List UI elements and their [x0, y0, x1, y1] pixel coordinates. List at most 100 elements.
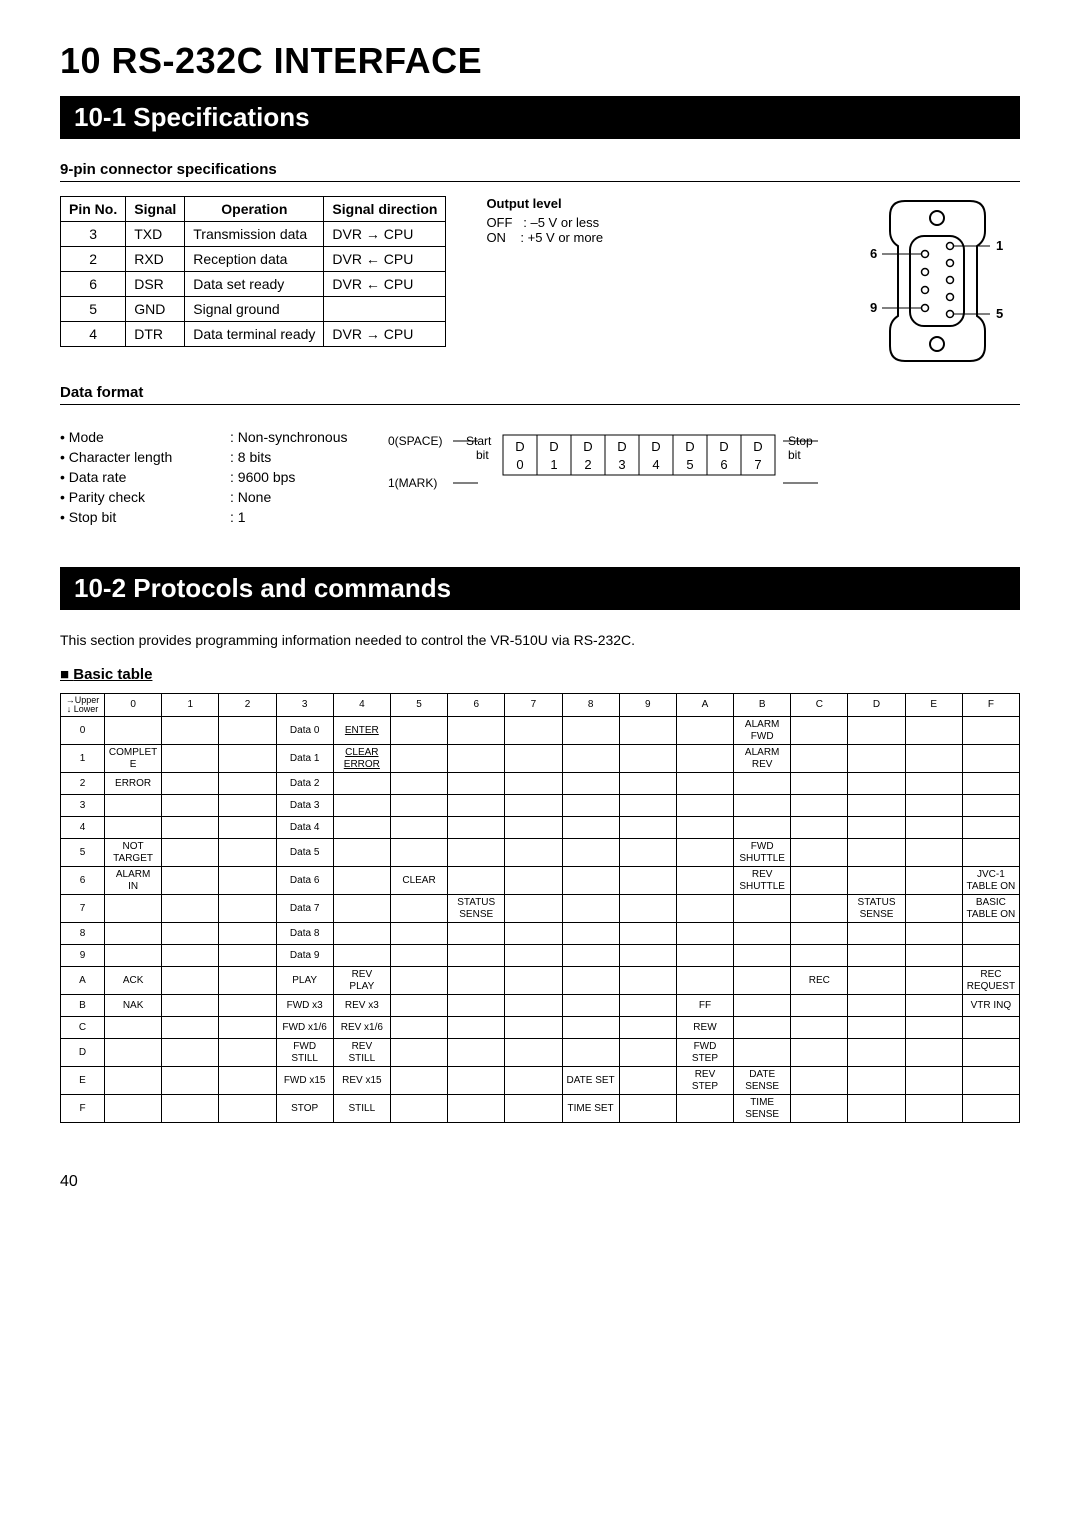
basic-cell [448, 1039, 505, 1067]
basic-col-header: 9 [619, 694, 676, 717]
basic-table-row: 2ERRORData 2 [61, 773, 1020, 795]
basic-cell [962, 1017, 1019, 1039]
page-number: 40 [60, 1173, 1020, 1191]
basic-cell [333, 795, 390, 817]
basic-row-header: E [61, 1067, 105, 1095]
section-2-description: This section provides programming inform… [60, 632, 1020, 648]
basic-cell [162, 867, 219, 895]
data-format-list: • ModeNon-synchronous• Character length8… [60, 427, 348, 527]
svg-text:D: D [753, 439, 762, 454]
basic-cell [105, 1095, 162, 1123]
basic-cell [905, 1039, 962, 1067]
connector-diagram: 1 5 6 9 [840, 196, 1020, 366]
basic-cell [905, 795, 962, 817]
basic-cell [219, 817, 276, 839]
basic-table-row: 1COMPLETEData 1CLEARERRORALARMREV [61, 745, 1020, 773]
basic-cell [962, 795, 1019, 817]
basic-row-header: F [61, 1095, 105, 1123]
pin-table: Pin No.SignalOperationSignal direction 3… [60, 196, 446, 347]
basic-cell: ENTER [333, 717, 390, 745]
basic-cell [962, 1095, 1019, 1123]
basic-cell [962, 717, 1019, 745]
basic-cell: Data 0 [276, 717, 333, 745]
basic-cell [562, 773, 619, 795]
basic-row-header: B [61, 995, 105, 1017]
basic-cell [905, 945, 962, 967]
basic-col-header: 8 [562, 694, 619, 717]
basic-table-row: CFWD x1/6REV x1/6REW [61, 1017, 1020, 1039]
svg-text:5: 5 [686, 457, 693, 472]
basic-cell: Data 8 [276, 923, 333, 945]
data-format-heading: Data format [60, 384, 1020, 405]
basic-cell [619, 773, 676, 795]
basic-cell [219, 945, 276, 967]
basic-cell [619, 839, 676, 867]
basic-cell: NOTTARGET [105, 839, 162, 867]
basic-cell [448, 773, 505, 795]
basic-cell [848, 1095, 905, 1123]
basic-cell [962, 773, 1019, 795]
basic-cell [219, 795, 276, 817]
svg-text:Start: Start [466, 434, 492, 448]
basic-cell [448, 923, 505, 945]
basic-cell [390, 1067, 447, 1095]
basic-col-header: 3 [276, 694, 333, 717]
basic-cell [791, 867, 848, 895]
basic-cell [791, 1039, 848, 1067]
pin-table-row: 2RXDReception dataDVR ← CPU [61, 247, 446, 272]
basic-cell: BASICTABLE ON [962, 895, 1019, 923]
basic-cell [962, 745, 1019, 773]
basic-cell: VTR INQ [962, 995, 1019, 1017]
basic-table: →Upper↓ Lower0123456789ABCDEF 0Data 0ENT… [60, 693, 1020, 1123]
basic-row-header: A [61, 967, 105, 995]
basic-cell [219, 895, 276, 923]
basic-row-header: 4 [61, 817, 105, 839]
basic-cell: FWDSHUTTLE [734, 839, 791, 867]
basic-cell: CLEARERROR [333, 745, 390, 773]
basic-cell: FWD x1/6 [276, 1017, 333, 1039]
basic-cell [562, 923, 619, 945]
pin-connector-heading: 9-pin connector specifications [60, 161, 1020, 182]
basic-cell [448, 745, 505, 773]
basic-cell [905, 1095, 962, 1123]
basic-cell [219, 717, 276, 745]
basic-table-heading: Basic table [60, 666, 1020, 683]
basic-cell [848, 945, 905, 967]
basic-cell [791, 1067, 848, 1095]
basic-cell [219, 967, 276, 995]
basic-cell [219, 995, 276, 1017]
basic-cell [333, 945, 390, 967]
basic-cell [734, 967, 791, 995]
basic-cell [162, 923, 219, 945]
basic-cell [905, 1017, 962, 1039]
basic-cell: ALARMREV [734, 745, 791, 773]
basic-cell [962, 817, 1019, 839]
basic-table-row: 4Data 4 [61, 817, 1020, 839]
basic-cell [905, 773, 962, 795]
output-level-block: Output level OFF : –5 V or less ON : +5 … [486, 196, 603, 245]
basic-cell [162, 795, 219, 817]
basic-cell [219, 839, 276, 867]
basic-cell [105, 1017, 162, 1039]
basic-cell [791, 817, 848, 839]
basic-cell [905, 745, 962, 773]
basic-cell [848, 795, 905, 817]
basic-cell [562, 795, 619, 817]
basic-cell [791, 745, 848, 773]
basic-cell [162, 1017, 219, 1039]
basic-table-row: BNAKFWD x3REV x3FFVTR INQ [61, 995, 1020, 1017]
pin-table-row: 6DSRData set readyDVR ← CPU [61, 272, 446, 297]
basic-cell [962, 839, 1019, 867]
basic-cell [676, 795, 733, 817]
basic-cell [390, 923, 447, 945]
basic-cell [105, 895, 162, 923]
basic-cell [505, 717, 562, 745]
svg-text:3: 3 [618, 457, 625, 472]
svg-text:D: D [583, 439, 592, 454]
basic-cell [562, 745, 619, 773]
basic-cell [505, 839, 562, 867]
basic-table-row: 9Data 9 [61, 945, 1020, 967]
svg-text:7: 7 [754, 457, 761, 472]
basic-cell: REV x15 [333, 1067, 390, 1095]
basic-cell [619, 717, 676, 745]
